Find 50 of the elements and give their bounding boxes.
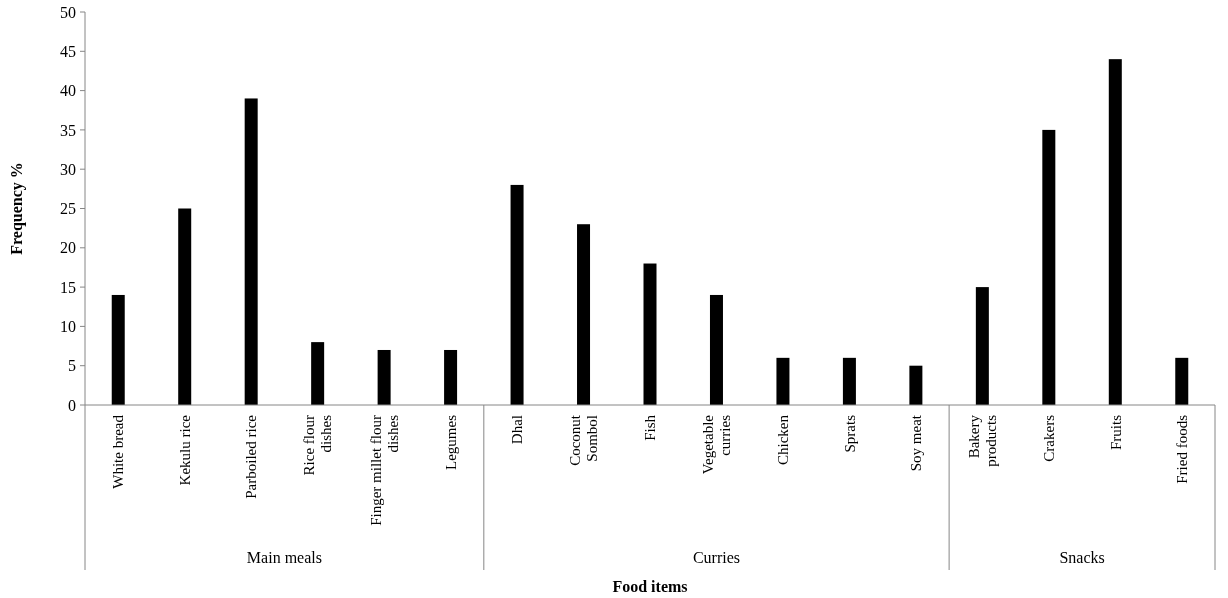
x-tick-label: Fried foods [1174, 414, 1191, 484]
x-tick-label: Coconut Sombol [567, 414, 601, 466]
x-tick-label: White bread [110, 414, 127, 489]
bar [643, 263, 657, 405]
y-axis-title: Frequency % [8, 162, 26, 255]
x-tick-label: Parboiled rice [243, 414, 260, 499]
bar [311, 342, 325, 405]
y-tick-label: 15 [60, 278, 76, 296]
x-tick-label: Kekulu rice [176, 414, 193, 486]
x-tick-label: Dhal [509, 415, 526, 445]
y-tick-label: 30 [60, 160, 76, 178]
text: Curries [692, 549, 741, 566]
y-tick-label: 10 [60, 318, 76, 335]
x-tick-label: Crakers [1041, 414, 1058, 462]
bar [377, 349, 391, 405]
x-tick-label: Fish [642, 414, 659, 441]
bar [577, 224, 591, 405]
x-tick-label: Bakery products [966, 414, 1000, 467]
x-tick-label: Chicken [775, 414, 792, 465]
y-tick-label: 0 [68, 396, 76, 414]
bar [1042, 129, 1056, 405]
bar [178, 208, 192, 405]
bar [244, 98, 258, 405]
y-tick-label: 50 [60, 3, 76, 21]
bar [510, 184, 524, 405]
y-tick-label: 45 [60, 42, 76, 60]
text: Main meals [246, 549, 322, 566]
bar [842, 357, 856, 405]
y-tick-label: 5 [68, 357, 76, 375]
bar [444, 349, 458, 405]
x-tick-label: Sprats [841, 414, 858, 453]
x-tick-label: Soy meat [908, 414, 925, 472]
bar [1108, 59, 1122, 405]
text: Snacks [1059, 549, 1105, 566]
y-tick-label: 35 [60, 121, 76, 139]
x-tick-label: Finger millet flour dishes [367, 414, 401, 526]
x-tick-label: Fruits [1107, 414, 1124, 451]
bar [776, 357, 790, 405]
x-tick-label: Vegetable curries [700, 414, 734, 475]
x-tick-label: Rice flour dishes [301, 414, 335, 476]
x-tick-label: Legumes [442, 414, 459, 470]
y-tick-label: 40 [60, 82, 76, 100]
bar [909, 365, 923, 405]
bar [111, 294, 125, 405]
bar [975, 287, 989, 405]
y-tick-label: 20 [60, 239, 76, 257]
y-tick-label: 25 [60, 200, 76, 218]
bar [1175, 357, 1189, 405]
bar [709, 294, 723, 405]
x-axis-title: Food items [612, 578, 688, 595]
